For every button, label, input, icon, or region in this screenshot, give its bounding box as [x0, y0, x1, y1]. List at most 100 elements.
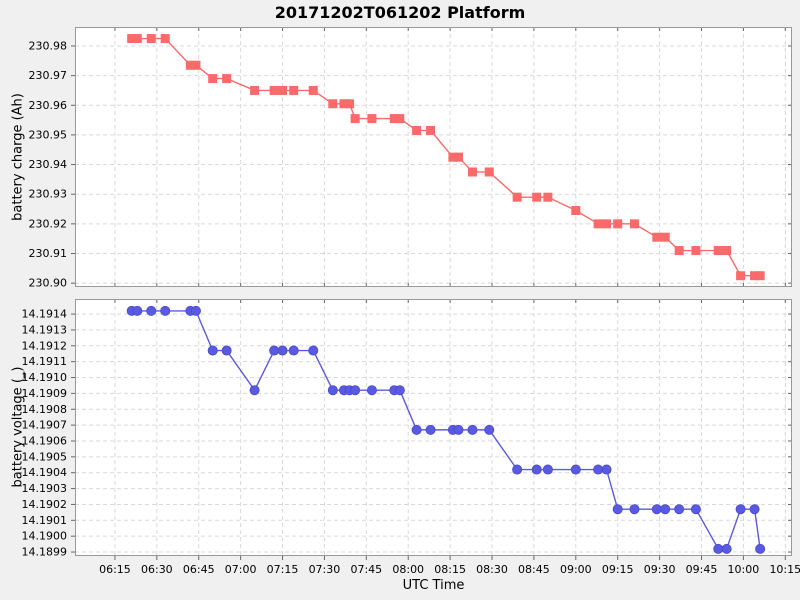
y-tick-label: 14.1900	[22, 530, 68, 543]
data-point-square	[613, 219, 623, 229]
data-point-square	[222, 74, 232, 84]
data-point-square	[345, 99, 355, 109]
data-point-square	[278, 85, 288, 95]
plot-border	[75, 299, 792, 556]
battery-voltage-plot: 14.1899 14.1900 14.1901 14.1902 14.1903 14.19…	[22, 299, 800, 576]
data-point-circle	[132, 305, 143, 316]
plot-background	[75, 27, 792, 287]
y-tick-label: 14.1901	[22, 514, 68, 527]
data-point-square	[652, 232, 662, 242]
data-point-circle	[749, 504, 760, 515]
data-point-square	[755, 271, 765, 281]
y-tick-label: 14.1914	[22, 308, 68, 321]
data-point-square	[722, 246, 732, 256]
y-tick-label: 14.1899	[22, 546, 68, 559]
data-point-circle	[467, 424, 478, 435]
x-tick-label: 08:30	[476, 563, 508, 576]
gridlines	[75, 299, 792, 556]
data-point-circle	[277, 345, 288, 356]
data-point-square	[250, 85, 260, 95]
data-point-circle	[160, 305, 171, 316]
data-point-circle	[593, 464, 604, 475]
data-point-circle	[249, 385, 260, 396]
data-point-square	[269, 85, 279, 95]
data-point-circle	[721, 543, 732, 554]
data-point-circle	[394, 385, 405, 396]
x-tick-label: 06:30	[141, 563, 173, 576]
x-tick-label: 08:45	[518, 563, 550, 576]
data-point-circle	[512, 464, 523, 475]
x-tick-label: 10:15	[769, 563, 800, 576]
data-point-square	[350, 114, 360, 124]
data-point-square	[713, 246, 723, 256]
data-point-circle	[366, 385, 377, 396]
data-point-circle	[601, 464, 612, 475]
y-tick-label: 14.1904	[22, 466, 68, 479]
data-point-circle	[660, 504, 671, 515]
data-point-circle	[542, 464, 553, 475]
y-tick-label: 14.1907	[22, 419, 68, 432]
x-tick-label: 09:45	[686, 563, 718, 576]
x-tick-label: 06:45	[183, 563, 215, 576]
data-point-circle	[612, 504, 623, 515]
data-point-circle	[288, 345, 299, 356]
data-point-circle	[531, 464, 542, 475]
data-point-circle	[484, 424, 495, 435]
data-point-square	[674, 246, 684, 256]
y-tick-label: 230.98	[29, 39, 68, 52]
x-tick-label: 08:15	[434, 563, 466, 576]
data-point-circle	[674, 504, 685, 515]
tick-labels: 230.90 230.91 230.92 230.93 230.94 230.95 230.…	[29, 39, 68, 289]
data-point-square	[160, 34, 170, 44]
x-tick-label: 08:00	[392, 563, 424, 576]
data-point-circle	[146, 305, 157, 316]
x-tick-label: 07:30	[309, 563, 341, 576]
data-point-square	[453, 152, 463, 162]
y-tick-label: 230.91	[29, 247, 68, 260]
plot-border	[75, 27, 792, 287]
data-point-circle	[713, 543, 724, 554]
y-tick-label: 14.1902	[22, 498, 68, 511]
battery-charge-plot: 230.90 230.91 230.92 230.93 230.94 230.95 230.…	[29, 27, 792, 290]
data-point-circle	[453, 424, 464, 435]
data-point-circle	[651, 504, 662, 515]
x-tick-label: 09:00	[560, 563, 592, 576]
y-tick-label: 14.1905	[22, 450, 68, 463]
x-tick-label: 07:45	[350, 563, 382, 576]
data-point-square	[308, 85, 318, 95]
data-point-circle	[570, 464, 581, 475]
x-tick-label: 07:00	[225, 563, 257, 576]
y-tick-label: 230.97	[29, 69, 68, 82]
data-point-square	[750, 271, 760, 281]
data-point-circle	[411, 424, 422, 435]
data-point-square	[146, 34, 156, 44]
data-point-square	[185, 60, 195, 70]
data-point-square	[691, 246, 701, 256]
data-point-square	[412, 125, 422, 135]
x-tick-label: 09:15	[602, 563, 634, 576]
data-point-square	[208, 74, 218, 84]
data-point-square	[543, 192, 553, 202]
data-point-square	[593, 219, 603, 229]
data-point-square	[484, 167, 494, 177]
data-point-circle	[629, 504, 640, 515]
data-point-square	[512, 192, 522, 202]
y-tick-label: 14.1912	[22, 339, 68, 352]
x-tick-label: 09:30	[644, 563, 676, 576]
x-tick-label: 10:00	[728, 563, 760, 576]
data-point-circle	[425, 424, 436, 435]
y-tick-label: 14.1913	[22, 323, 68, 336]
data-point-circle	[327, 385, 338, 396]
y-tick-label: 230.92	[29, 217, 68, 230]
data-point-square	[328, 99, 338, 109]
data-point-circle	[735, 504, 746, 515]
data-point-circle	[690, 504, 701, 515]
data-point-circle	[221, 345, 232, 356]
x-axis-label: UTC Time	[402, 578, 465, 593]
data-point-square	[467, 167, 477, 177]
data-point-square	[389, 114, 399, 124]
data-point-square	[395, 114, 405, 124]
battery-voltage-markers	[126, 305, 766, 554]
tick-labels: 14.1899 14.1900 14.1901 14.1902 14.1903 14.19…	[22, 308, 800, 576]
